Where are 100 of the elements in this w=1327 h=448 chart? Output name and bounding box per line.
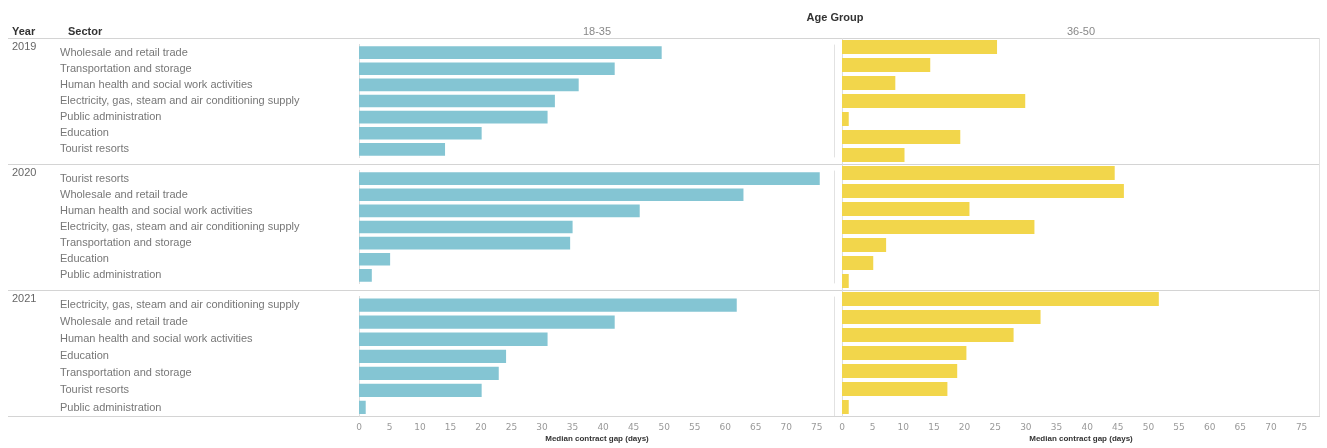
y-tick-label: Public administration (60, 400, 162, 413)
bar (842, 309, 1041, 325)
x-tick-label: 45 (1112, 421, 1124, 432)
chart-title: 36-50 (1066, 25, 1096, 37)
y-tick-label: Transportation and storage (60, 366, 192, 379)
bar (359, 46, 662, 59)
y-tick-label: Education (60, 126, 109, 139)
x-tick-label: 35 (1050, 421, 1063, 432)
bar (842, 255, 874, 271)
x-tick-label: 65 (749, 421, 762, 432)
y-tick-label: Wholesale and retail trade (60, 187, 188, 200)
bar (842, 399, 849, 415)
bar (359, 126, 482, 140)
x-tick-label: 75 (1295, 421, 1308, 432)
x-tick-label: 20 (958, 421, 971, 432)
x-tick-label: 0 (356, 421, 363, 432)
x-tick-label: 70 (1265, 421, 1277, 432)
bar (842, 165, 1115, 181)
x-tick-label: 40 (1081, 421, 1094, 432)
chart-title: 18-35 (582, 25, 612, 37)
x-tick-label: 60 (719, 421, 732, 432)
x-tick-label: 30 (1020, 421, 1032, 432)
y-tick-label: Tourist resorts (60, 171, 130, 184)
bar (359, 172, 820, 185)
bar (359, 143, 446, 156)
bar (842, 363, 958, 379)
bar (359, 298, 737, 312)
y-tick-label: Human health and social work activities (60, 332, 254, 345)
x-tick-label: 40 (597, 421, 610, 432)
y-axis-title: 2021 (12, 292, 37, 304)
y-tick-label: Tourist resorts (60, 383, 130, 396)
bar (842, 57, 931, 73)
x-tick-label: 25 (505, 421, 518, 432)
x-axis-title: Median contract gap (days) (1029, 434, 1133, 443)
bar (842, 183, 1124, 199)
text: Sector (68, 25, 103, 37)
bar (359, 110, 548, 124)
bar (359, 220, 573, 234)
bar (359, 204, 640, 218)
bar (359, 62, 615, 76)
x-tick-label: 20 (475, 421, 488, 432)
bar (842, 39, 998, 55)
bar (842, 327, 1014, 343)
x-tick-label: 15 (928, 421, 940, 432)
x-tick-label: 35 (566, 421, 579, 432)
x-tick-label: 10 (414, 421, 427, 432)
x-tick-label: 15 (444, 421, 457, 432)
bar (359, 269, 372, 282)
bar (359, 400, 366, 415)
x-tick-label: 45 (627, 421, 640, 432)
bar (359, 236, 571, 250)
text: Year (12, 25, 36, 37)
y-tick-label: Human health and social work activities (60, 77, 254, 90)
bar (842, 111, 849, 127)
x-tick-label: 55 (1173, 421, 1185, 432)
x-tick-label: 0 (839, 421, 846, 432)
y-tick-label: Electricity, gas, steam and air conditioning supply (60, 298, 300, 311)
x-tick-label: 50 (1142, 421, 1155, 432)
x-tick-label: 50 (658, 421, 671, 432)
bar (842, 147, 905, 163)
y-tick-label: Human health and social work activities (60, 203, 254, 216)
x-tick-label: 10 (897, 421, 910, 432)
x-tick-label: 25 (989, 421, 1001, 432)
y-tick-label: Electricity, gas, steam and air conditioning supply (60, 220, 300, 233)
bar (359, 366, 499, 381)
bar (842, 75, 896, 91)
y-axis-title: 2019 (12, 40, 37, 52)
bar (842, 219, 1035, 235)
y-tick-label: Tourist resorts (60, 142, 130, 155)
bar (359, 332, 548, 346)
x-tick-label: 75 (810, 421, 823, 432)
y-axis-title: 2020 (12, 166, 37, 178)
bar (842, 93, 1026, 109)
x-tick-label: 55 (688, 421, 701, 432)
x-tick-label: 5 (386, 421, 393, 432)
y-tick-label: Wholesale and retail trade (60, 315, 188, 328)
bar (842, 381, 948, 397)
bar (842, 129, 961, 145)
bar (842, 291, 1159, 307)
x-axis-title: Median contract gap (days) (545, 434, 649, 443)
x-tick-label: 65 (1234, 421, 1247, 432)
x-tick-label: 70 (780, 421, 793, 432)
y-tick-label: Education (60, 349, 109, 362)
text: Age Group (806, 11, 864, 23)
bar (359, 78, 579, 92)
bar (359, 383, 482, 398)
y-tick-label: Electricity, gas, steam and air conditioning supply (60, 94, 300, 107)
y-tick-label: Public administration (60, 110, 162, 123)
x-tick-label: 60 (1203, 421, 1216, 432)
bar (359, 349, 507, 363)
y-tick-label: Education (60, 252, 109, 265)
bar (842, 273, 849, 289)
y-tick-label: Transportation and storage (60, 236, 192, 249)
bar (842, 345, 967, 361)
bar (842, 201, 970, 217)
x-tick-label: 30 (536, 421, 549, 432)
x-tick-label: 5 (869, 421, 876, 432)
bar (359, 252, 391, 266)
y-tick-label: Public administration (60, 268, 162, 281)
y-tick-label: Wholesale and retail trade (60, 45, 188, 58)
